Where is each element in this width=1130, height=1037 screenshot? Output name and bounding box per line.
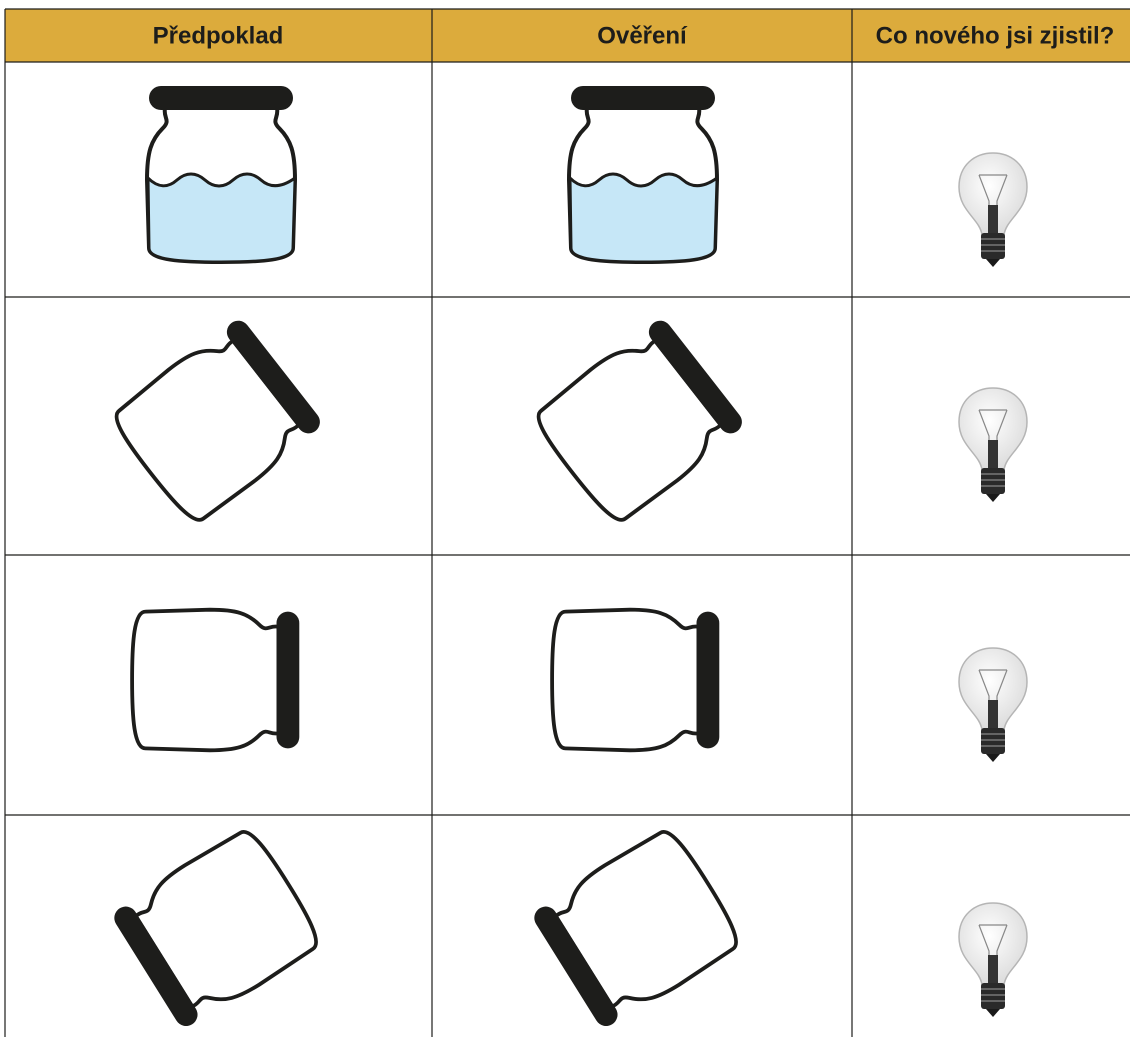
jar-tipped [107, 822, 328, 1034]
header-cell: Ověření [597, 22, 688, 49]
jar-sideways [550, 607, 722, 753]
bulb-icon [958, 647, 1028, 763]
header-row [5, 9, 1130, 62]
table-grid [4, 8, 1130, 1037]
jar-tilted [527, 312, 750, 531]
header-cell: Předpoklad [153, 22, 284, 49]
bulb-icon [958, 902, 1028, 1018]
bulb-icon [958, 387, 1028, 503]
bulb-icon [958, 152, 1028, 268]
jar-upright [145, 84, 297, 264]
jar-sideways [130, 607, 302, 753]
jar-tipped [527, 822, 748, 1034]
jar-upright [567, 84, 719, 264]
header-cell: Co nového jsi zjistil? [876, 22, 1115, 49]
jar-tilted [105, 312, 328, 531]
